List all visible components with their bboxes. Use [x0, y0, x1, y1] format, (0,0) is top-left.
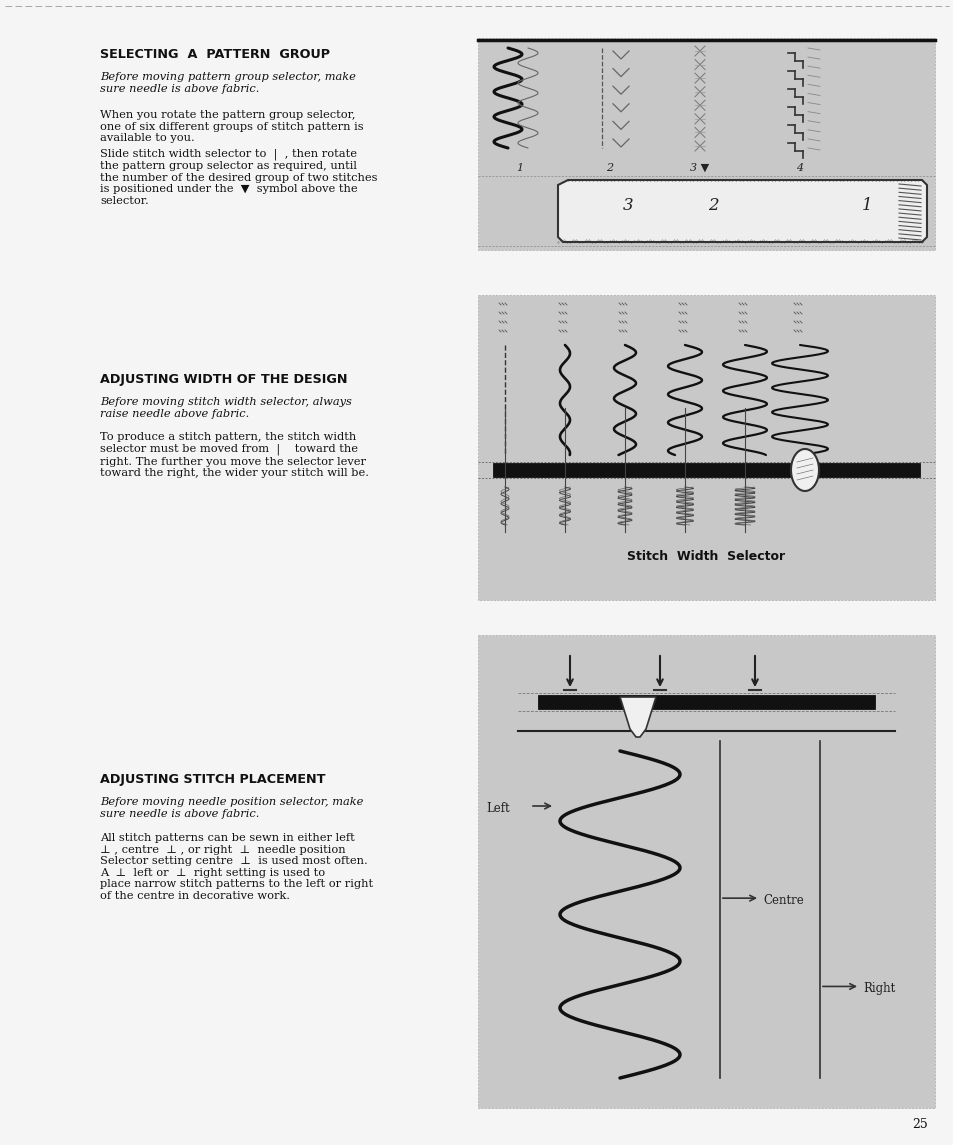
Bar	[537, 695, 874, 709]
Polygon shape	[558, 180, 926, 242]
Bar	[493, 463, 919, 477]
Text: 4: 4	[796, 163, 802, 173]
Text: 3: 3	[622, 197, 633, 214]
Text: 2: 2	[707, 197, 718, 214]
Bar	[477, 635, 934, 1108]
Text: Slide stitch width selector to  |  , then rotate
the pattern group selector as r: Slide stitch width selector to | , then …	[100, 148, 377, 206]
Text: 2: 2	[606, 163, 613, 173]
Text: 1: 1	[516, 163, 523, 173]
Text: All stitch patterns can be sewn in either left
⊥ , centre  ⊥ , or right  ⊥  need: All stitch patterns can be sewn in eithe…	[100, 834, 373, 901]
Text: 1: 1	[861, 197, 871, 214]
Text: ADJUSTING STITCH PLACEMENT: ADJUSTING STITCH PLACEMENT	[100, 773, 325, 785]
Text: Stitch  Width  Selector: Stitch Width Selector	[627, 550, 784, 563]
Text: Before moving needle position selector, make
sure needle is above fabric.: Before moving needle position selector, …	[100, 797, 363, 819]
Text: Left: Left	[485, 802, 509, 814]
Polygon shape	[619, 697, 656, 737]
Text: When you rotate the pattern group selector,
one of six different groups of stitc: When you rotate the pattern group select…	[100, 110, 363, 143]
Polygon shape	[790, 449, 818, 491]
Bar	[477, 295, 934, 600]
Text: Before moving pattern group selector, make
sure needle is above fabric.: Before moving pattern group selector, ma…	[100, 72, 355, 94]
Text: Right: Right	[862, 982, 894, 995]
Text: Centre: Centre	[762, 893, 803, 907]
Text: 3 ▼: 3 ▼	[690, 163, 709, 173]
Text: 25: 25	[911, 1118, 927, 1131]
Text: SELECTING  A  PATTERN  GROUP: SELECTING A PATTERN GROUP	[100, 48, 330, 61]
Text: Before moving stitch width selector, always
raise needle above fabric.: Before moving stitch width selector, alw…	[100, 397, 352, 419]
Text: To produce a stitch pattern, the stitch width
selector must be moved from  |    : To produce a stitch pattern, the stitch …	[100, 432, 369, 479]
Bar	[477, 38, 934, 250]
Text: ADJUSTING WIDTH OF THE DESIGN: ADJUSTING WIDTH OF THE DESIGN	[100, 373, 347, 386]
